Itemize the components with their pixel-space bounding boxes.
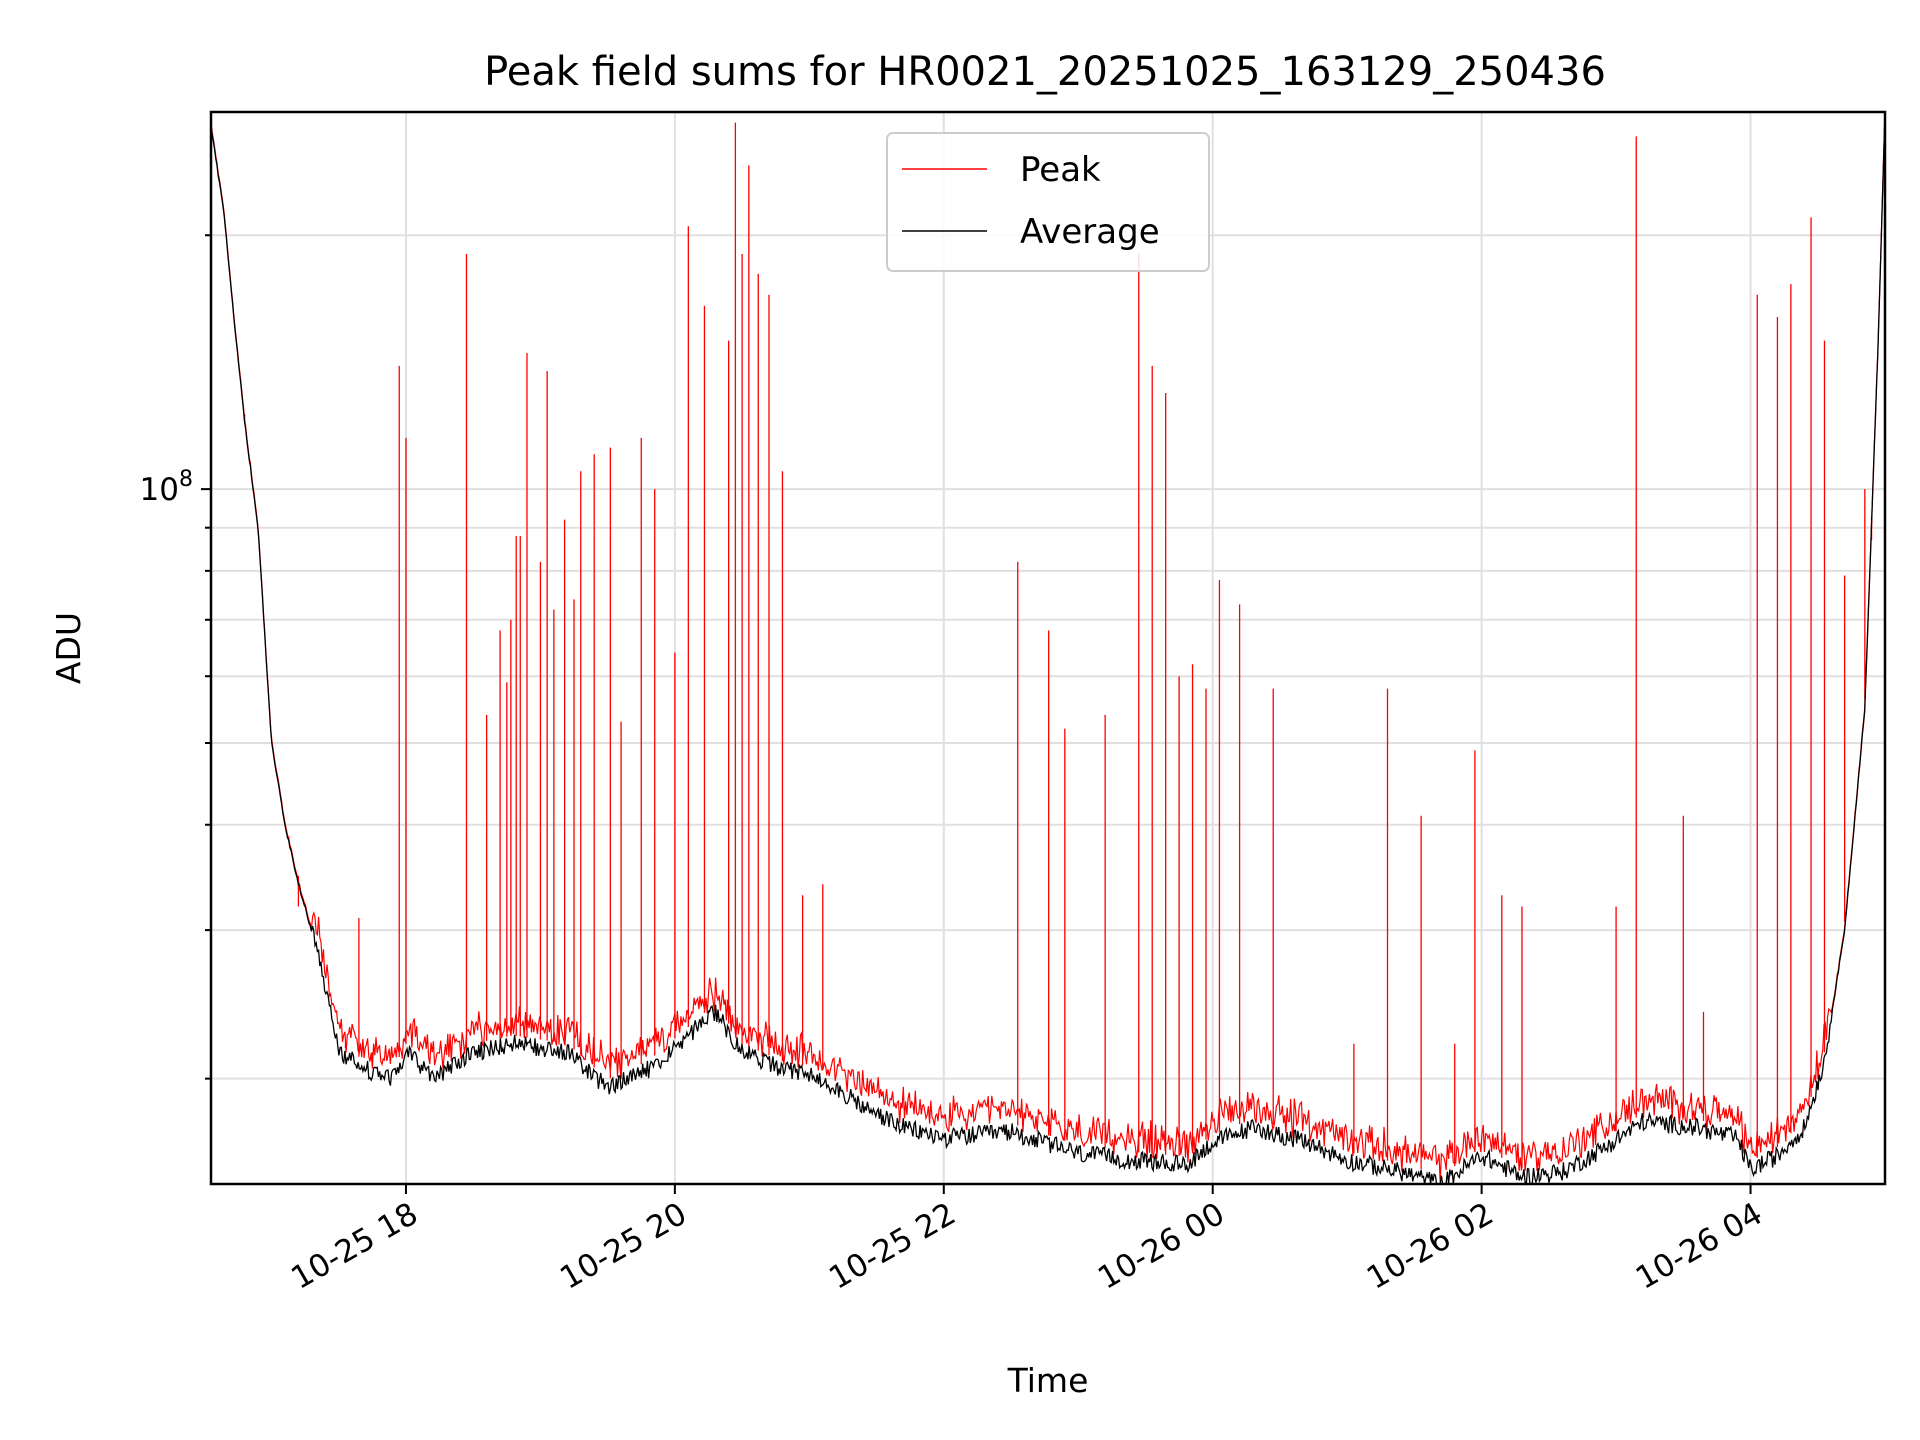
peak-line xyxy=(210,111,1886,1183)
legend-average-label: Average xyxy=(1020,212,1160,252)
plot-frame xyxy=(209,110,1887,1186)
legend-peak-label: Peak xyxy=(1020,150,1101,190)
legend-box xyxy=(886,132,1210,272)
series-average xyxy=(210,113,1886,1186)
series-peak xyxy=(210,111,1886,1183)
y-tick-label: 108 xyxy=(140,467,193,508)
y-axis-label: ADU xyxy=(49,612,88,684)
x-axis-label: Time xyxy=(1007,1361,1089,1400)
average-line xyxy=(210,113,1886,1186)
chart-title: Peak field sums for HR0021_20251025_1631… xyxy=(484,49,1606,95)
legend: Peak Average xyxy=(886,132,1210,272)
y-axis: 108 xyxy=(140,234,211,1080)
